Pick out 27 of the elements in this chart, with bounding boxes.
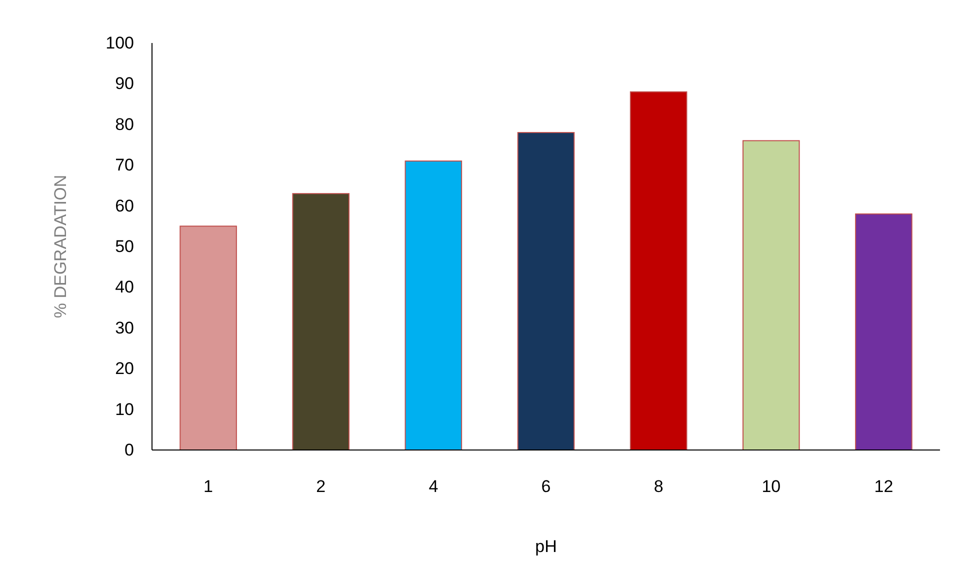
y-tick-label: 20 bbox=[115, 359, 134, 378]
x-tick-label: 4 bbox=[428, 477, 438, 496]
x-axis-title: pH bbox=[535, 537, 557, 556]
x-tick-label: 2 bbox=[316, 477, 326, 496]
y-tick-label: 100 bbox=[106, 33, 134, 52]
y-tick-label: 30 bbox=[115, 318, 134, 338]
x-tick-label: 6 bbox=[541, 477, 551, 496]
x-tick-label: 10 bbox=[762, 477, 781, 496]
bar bbox=[180, 226, 237, 450]
y-tick-label: 60 bbox=[115, 196, 134, 216]
bar bbox=[404, 160, 462, 450]
y-tick-label: 40 bbox=[115, 278, 134, 297]
x-tick-label: 1 bbox=[204, 477, 214, 496]
bar bbox=[517, 132, 575, 450]
bar bbox=[292, 193, 350, 450]
y-tick-label: 50 bbox=[115, 236, 134, 256]
y-tick-label: 90 bbox=[115, 74, 134, 94]
bar bbox=[742, 140, 800, 450]
y-tick-label: 10 bbox=[115, 400, 134, 419]
bar bbox=[855, 213, 912, 450]
y-tick-label: 70 bbox=[115, 156, 134, 175]
bar bbox=[630, 91, 688, 450]
x-tick-label: 12 bbox=[874, 477, 894, 496]
y-tick-label: 0 bbox=[124, 440, 134, 460]
x-tick-label: 8 bbox=[654, 477, 664, 496]
y-tick-label: 80 bbox=[115, 114, 134, 134]
y-axis-title: % DEGRADATION bbox=[51, 174, 70, 318]
